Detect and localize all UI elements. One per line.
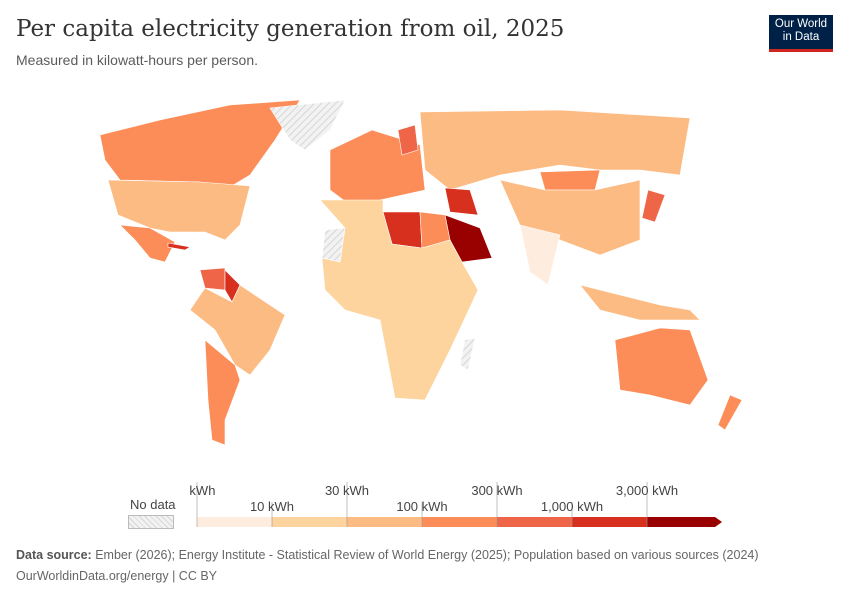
- region-iraq[interactable]: [444, 187, 479, 216]
- legend-no-data-label: No data: [130, 497, 176, 512]
- region-argentina[interactable]: [204, 339, 241, 446]
- region-canada[interactable]: [99, 99, 301, 191]
- region-india[interactable]: [519, 224, 561, 286]
- legend-bin-1: [272, 517, 347, 527]
- color-legend: 0 kWh 30 kWh 300 kWh 3,000 kWh 10 kWh 100 kWh…: [190, 482, 722, 527]
- region-cuba[interactable]: [167, 242, 191, 251]
- world-map: [99, 99, 743, 446]
- legend-label: 0 kWh: [190, 483, 215, 498]
- region-new-zealand[interactable]: [717, 394, 743, 431]
- legend-bin-4: [497, 517, 572, 527]
- region-finland[interactable]: [397, 124, 419, 156]
- legend-bin-6: [647, 517, 722, 527]
- footer-url[interactable]: OurWorldinData.org/energy | CC BY: [16, 569, 218, 583]
- page-title: Per capita electricity generation from o…: [16, 16, 565, 42]
- legend-bin-5: [572, 517, 647, 527]
- legend-bin-0: [197, 517, 272, 527]
- legend-label: 3,000 kWh: [616, 483, 678, 498]
- region-mongolia[interactable]: [539, 169, 601, 191]
- legend-label: 300 kWh: [471, 483, 522, 498]
- source-text: Ember (2026); Energy Institute - Statist…: [95, 548, 759, 562]
- legend-no-data-swatch: [128, 515, 174, 529]
- legend-label: 100 kWh: [396, 499, 447, 514]
- region-china[interactable]: [499, 179, 641, 256]
- legend-label: 1,000 kWh: [541, 499, 603, 514]
- region-madagascar[interactable]: [459, 337, 476, 371]
- region-greenland[interactable]: [269, 99, 346, 151]
- region-western-sahara[interactable]: [321, 227, 346, 263]
- region-brazil[interactable]: [189, 284, 286, 376]
- owid-logo[interactable]: Our World in Data: [769, 15, 833, 52]
- region-united-states[interactable]: [107, 179, 251, 241]
- legend-bin-3: [422, 517, 497, 527]
- region-mexico[interactable]: [119, 224, 176, 263]
- legend-bin-2: [347, 517, 422, 527]
- legend-label: 30 kWh: [325, 483, 369, 498]
- page-subtitle: Measured in kilowatt-hours per person.: [16, 52, 259, 68]
- source-label: Data source:: [16, 548, 92, 562]
- legend-label: 10 kWh: [250, 499, 294, 514]
- region-australia[interactable]: [614, 327, 709, 406]
- region-venezuela[interactable]: [199, 267, 226, 291]
- region-japan[interactable]: [641, 189, 666, 223]
- region-indonesia[interactable]: [579, 284, 701, 321]
